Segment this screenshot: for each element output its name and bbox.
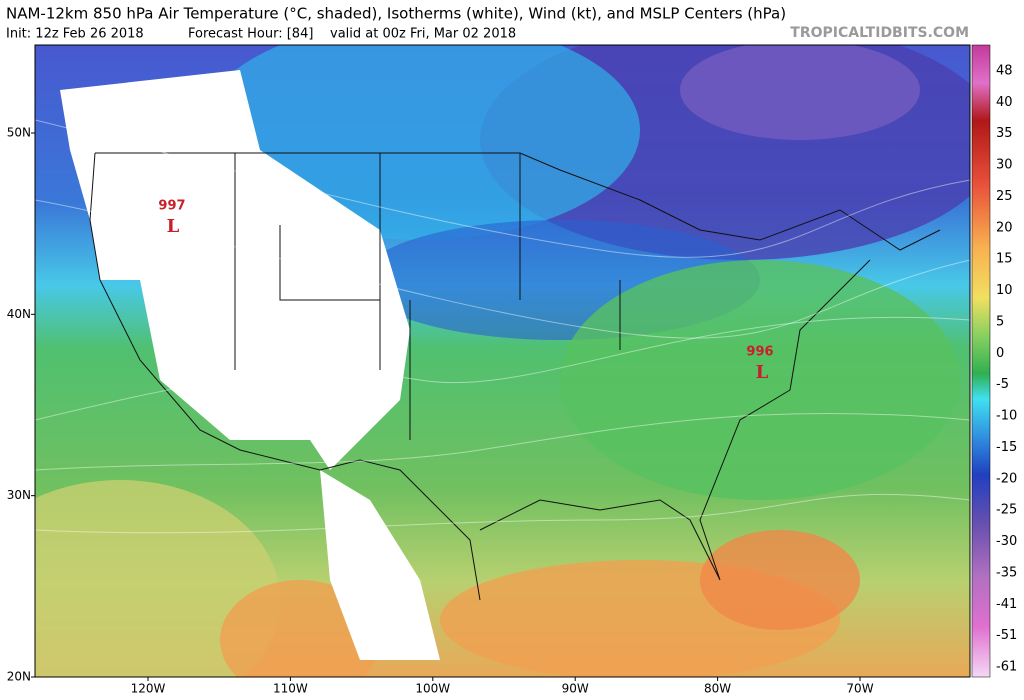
map-frame [34, 44, 971, 678]
colorbar-label: 20 [996, 220, 1013, 235]
title: NAM-12km 850 hPa Air Temperature (°C, sh… [6, 5, 786, 23]
colorbar-label: -30 [996, 534, 1017, 549]
colorbar-label: 0 [996, 346, 1004, 361]
latitude-label: 30N [7, 488, 31, 502]
colorbar-label: -5 [996, 377, 1009, 392]
colorbar-label: -20 [996, 471, 1017, 486]
site-name: TROPICALTIDBITS.COM [790, 25, 969, 41]
latitude-label: 40N [7, 307, 31, 321]
init-time: Init: 12z Feb 26 2018 [6, 27, 144, 42]
colorbar-label: -51 [996, 628, 1017, 643]
colorbar-label: -10 [996, 409, 1017, 424]
colorbar-label: -61 [996, 660, 1017, 675]
map [35, 45, 970, 677]
colorbar-label: 25 [996, 189, 1013, 204]
colorbar-label: 35 [996, 126, 1013, 141]
colorbar-label: 10 [996, 283, 1013, 298]
latitude-label: 20N [7, 670, 31, 684]
valid-time: valid at 00z Fri, Mar 02 2018 [330, 27, 516, 42]
colorbar-label: -25 [996, 503, 1017, 518]
colorbar-label: 30 [996, 158, 1013, 173]
colorbar-label: 40 [996, 95, 1013, 110]
low-pressure: 996 [746, 345, 773, 360]
low-pressure: 997 [158, 199, 185, 214]
longitude-label: 110W [273, 682, 308, 696]
forecast-hour: Forecast Hour: [84] [188, 27, 313, 42]
low-symbol: L [756, 362, 769, 383]
colorbar [971, 44, 991, 678]
low-symbol: L [167, 216, 180, 237]
colorbar-label: -35 [996, 565, 1017, 580]
longitude-label: 120W [131, 682, 166, 696]
longitude-label: 80W [704, 682, 731, 696]
colorbar-label: 15 [996, 252, 1013, 267]
longitude-label: 100W [415, 682, 450, 696]
colorbar-label: -41 [996, 597, 1017, 612]
latitude-label: 50N [7, 126, 31, 140]
colorbar-label: 5 [996, 314, 1004, 329]
longitude-label: 90W [562, 682, 589, 696]
colorbar-label: -15 [996, 440, 1017, 455]
longitude-label: 70W [846, 682, 873, 696]
colorbar-label: 48 [996, 64, 1013, 79]
